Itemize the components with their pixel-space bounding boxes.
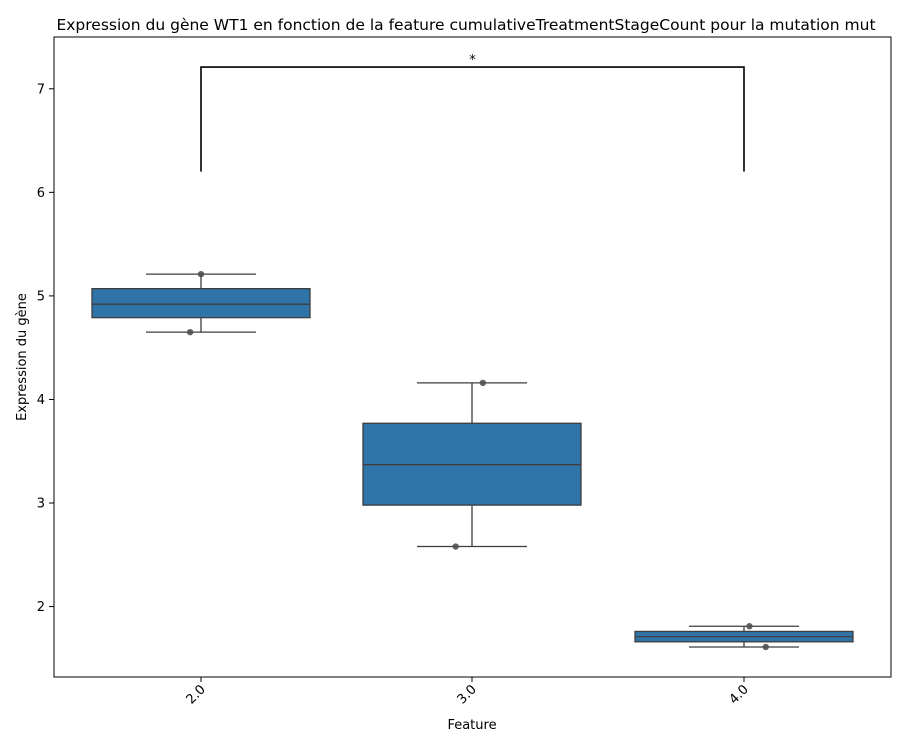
y-tick-label: 5 [37, 289, 45, 304]
y-tick-label: 2 [37, 600, 45, 615]
chart-title: Expression du gène WT1 en fonction de la… [56, 16, 875, 34]
axes: 2 3 4 5 6 7 2.0 3.0 4.0 [37, 82, 752, 707]
plot-area: * [91, 53, 854, 651]
box-group [634, 625, 854, 648]
data-point [197, 270, 205, 278]
y-tick-label: 4 [37, 393, 45, 408]
significance-bracket [200, 66, 745, 172]
x-axis-label: Feature [447, 718, 496, 733]
box-group [362, 382, 582, 548]
plot-frame [53, 36, 892, 678]
data-point [746, 623, 753, 630]
data-point [186, 328, 194, 336]
data-point [479, 379, 487, 387]
data-point [762, 643, 769, 651]
significance-label: * [469, 53, 476, 68]
y-axis-label: Expression du gène [15, 293, 30, 421]
box-iqr [91, 288, 311, 319]
y-tick-label: 7 [37, 82, 45, 97]
box-group [91, 273, 311, 333]
y-tick-label: 3 [37, 497, 45, 512]
x-tick-label: 2.0 [184, 682, 209, 707]
y-tick-label: 6 [37, 186, 45, 201]
x-tick-label: 3.0 [455, 682, 480, 707]
x-tick-label: 4.0 [727, 682, 752, 707]
data-point [452, 543, 459, 550]
